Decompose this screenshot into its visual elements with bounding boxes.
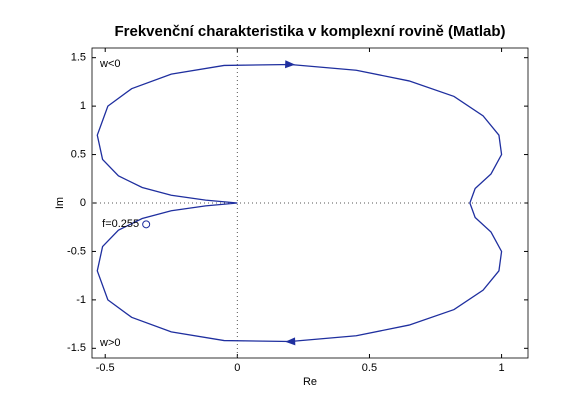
direction-arrow [285,337,296,346]
y-tick-label: 0 [80,197,86,209]
y-axis-label: Im [54,197,66,209]
y-tick-label: 0.5 [71,148,86,160]
annotation: w<0 [99,58,121,70]
marker-label: f=0.255 [102,218,139,230]
y-tick-label: -1.5 [67,342,86,354]
annotation: w>0 [99,337,121,349]
x-tick-label: 0 [234,362,240,374]
y-tick-label: -1 [76,294,86,306]
y-tick-label: 1 [80,100,86,112]
marker [142,220,151,229]
x-tick-label: 1 [499,362,505,374]
direction-arrow [285,60,296,69]
y-tick-label: -0.5 [67,245,86,257]
chart-title: Frekvenční charakteristika v komplexní r… [115,23,506,40]
x-tick-label: -0.5 [96,362,115,374]
y-tick-label: 1.5 [71,52,86,64]
x-tick-label: 0.5 [362,362,377,374]
x-axis-label: Re [303,376,317,388]
curve [96,63,503,343]
